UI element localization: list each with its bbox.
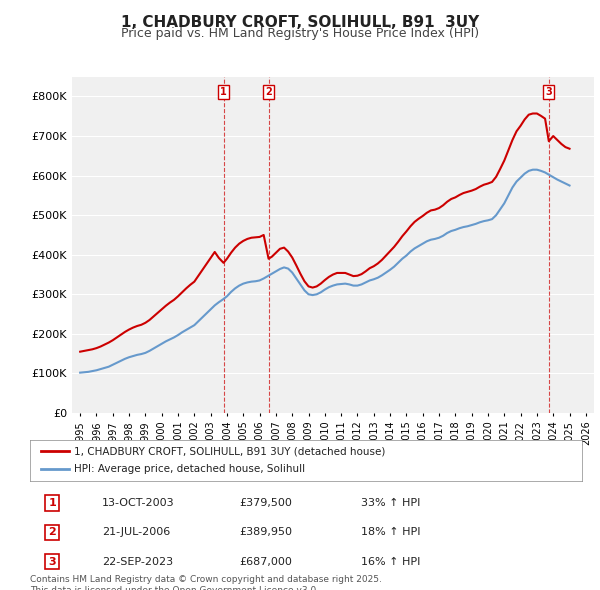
Text: 3: 3 — [545, 87, 552, 97]
Text: Price paid vs. HM Land Registry's House Price Index (HPI): Price paid vs. HM Land Registry's House … — [121, 27, 479, 40]
Text: 18% ↑ HPI: 18% ↑ HPI — [361, 527, 421, 537]
Text: 1, CHADBURY CROFT, SOLIHULL, B91  3UY: 1, CHADBURY CROFT, SOLIHULL, B91 3UY — [121, 15, 479, 30]
Text: £687,000: £687,000 — [240, 557, 293, 566]
Text: Contains HM Land Registry data © Crown copyright and database right 2025.
This d: Contains HM Land Registry data © Crown c… — [30, 575, 382, 590]
Text: 3: 3 — [48, 557, 56, 566]
Text: £379,500: £379,500 — [240, 499, 293, 508]
Text: 22-SEP-2023: 22-SEP-2023 — [102, 557, 173, 566]
Text: 1: 1 — [48, 499, 56, 508]
Text: 16% ↑ HPI: 16% ↑ HPI — [361, 557, 421, 566]
Text: 13-OCT-2003: 13-OCT-2003 — [102, 499, 175, 508]
Text: 1, CHADBURY CROFT, SOLIHULL, B91 3UY (detached house): 1, CHADBURY CROFT, SOLIHULL, B91 3UY (de… — [74, 446, 386, 456]
Text: 2: 2 — [48, 527, 56, 537]
Text: £389,950: £389,950 — [240, 527, 293, 537]
Text: 1: 1 — [220, 87, 227, 97]
Text: 2: 2 — [265, 87, 272, 97]
Text: 33% ↑ HPI: 33% ↑ HPI — [361, 499, 421, 508]
Text: 21-JUL-2006: 21-JUL-2006 — [102, 527, 170, 537]
Text: HPI: Average price, detached house, Solihull: HPI: Average price, detached house, Soli… — [74, 464, 305, 474]
